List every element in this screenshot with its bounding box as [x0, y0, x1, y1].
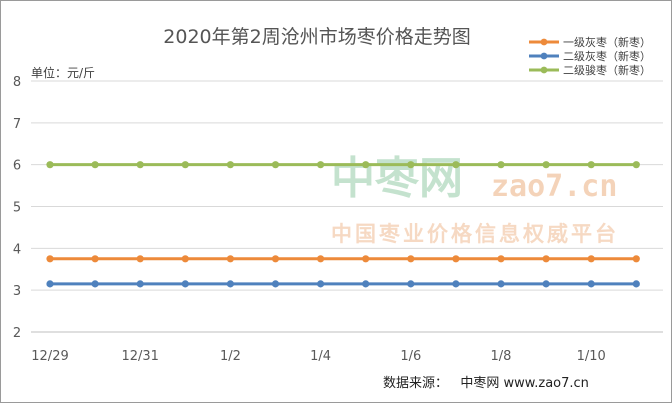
- y-tick-label: 6: [13, 159, 21, 174]
- data-source: 数据来源： 中枣网 www.zao7.cn: [383, 376, 589, 391]
- x-tick-label: 1/10: [577, 349, 606, 364]
- gridlines: [31, 80, 663, 333]
- series: [46, 161, 640, 169]
- watermark-brand: 中枣网: [331, 153, 463, 204]
- legend-swatch-marker: [540, 38, 548, 46]
- data-point: [271, 280, 280, 288]
- data-point: [497, 255, 505, 263]
- data-point: [452, 255, 460, 263]
- data-point: [226, 161, 234, 169]
- data-point: [407, 161, 415, 169]
- data-point: [46, 161, 54, 169]
- data-point: [452, 280, 460, 288]
- series: [46, 255, 640, 263]
- series: [46, 280, 640, 288]
- watermark-slogan: 中国枣业价格信息权威平台: [331, 222, 619, 246]
- data-point: [587, 161, 595, 169]
- data-point: [181, 161, 189, 169]
- legend-swatch-marker: [540, 52, 548, 60]
- data-point: [362, 161, 370, 169]
- legend-item: 一级灰枣（新枣）: [529, 35, 651, 49]
- x-tick-label: 1/6: [400, 349, 421, 364]
- data-point: [136, 255, 144, 263]
- data-point: [46, 255, 54, 263]
- data-point: [136, 161, 144, 169]
- x-tick-label: 1/2: [220, 349, 241, 364]
- data-point: [226, 255, 234, 263]
- data-point: [271, 255, 280, 263]
- watermark: 中枣网 zao7.cn 中国枣业价格信息权威平台: [331, 153, 619, 246]
- data-point: [317, 280, 325, 288]
- data-point: [497, 161, 505, 169]
- y-tick-label: 5: [13, 201, 21, 216]
- data-point: [362, 280, 370, 288]
- y-tick-label: 4: [13, 242, 21, 257]
- data-point: [317, 255, 325, 263]
- y-tick-label: 7: [13, 117, 21, 132]
- y-tick-label: 2: [13, 326, 21, 341]
- data-point: [542, 161, 550, 169]
- y-tick-label: 3: [13, 284, 21, 299]
- x-tick-label: 12/29: [31, 349, 68, 364]
- x-tick-label: 12/31: [121, 349, 158, 364]
- data-point: [362, 255, 370, 263]
- data-point: [136, 280, 144, 288]
- legend-item: 二级骏枣（新枣）: [529, 63, 651, 77]
- data-point: [226, 280, 234, 288]
- data-point: [542, 255, 550, 263]
- series-lines: [46, 161, 640, 288]
- x-axis-ticks: 12/29 12/31 1/2 1/4 1/6 1/8 1/10: [31, 349, 606, 364]
- legend: 一级灰枣（新枣）二级灰枣（新枣）二级骏枣（新枣）: [529, 35, 651, 77]
- y-axis-ticks: 2 3 4 5 6 7 8: [13, 75, 21, 341]
- watermark-url: zao7.cn: [491, 169, 617, 204]
- data-point: [587, 255, 595, 263]
- data-point: [91, 280, 99, 288]
- x-tick-label: 1/8: [491, 349, 512, 364]
- legend-label: 二级灰枣（新枣）: [563, 49, 651, 63]
- y-tick-label: 8: [13, 75, 21, 90]
- legend-label: 二级骏枣（新枣）: [563, 63, 651, 77]
- chart-title: 2020年第2周沧州市场枣价格走势图: [163, 26, 470, 48]
- data-point: [632, 161, 640, 169]
- data-point: [452, 161, 460, 169]
- data-point: [181, 255, 189, 263]
- data-point: [91, 161, 99, 169]
- data-point: [317, 161, 325, 169]
- legend-swatch-marker: [540, 66, 548, 74]
- data-point: [497, 280, 505, 288]
- data-point: [407, 280, 415, 288]
- data-point: [181, 280, 189, 288]
- y-axis-unit-label: 单位：元/斤: [31, 65, 95, 80]
- x-tick-label: 1/4: [310, 349, 331, 364]
- data-point: [632, 280, 640, 288]
- legend-item: 二级灰枣（新枣）: [529, 49, 651, 63]
- data-point: [46, 280, 54, 288]
- data-point: [271, 161, 280, 169]
- data-point: [407, 255, 415, 263]
- data-point: [91, 255, 99, 263]
- data-point: [542, 280, 550, 288]
- legend-label: 一级灰枣（新枣）: [563, 35, 651, 49]
- data-point: [587, 280, 595, 288]
- data-point: [632, 255, 640, 263]
